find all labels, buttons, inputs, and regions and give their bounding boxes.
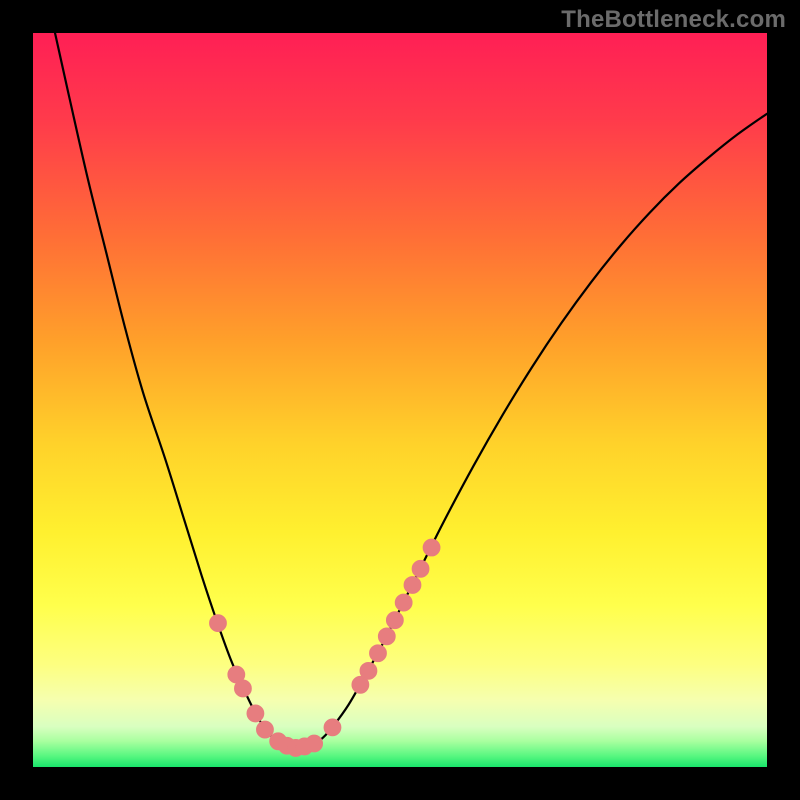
data-marker — [324, 719, 341, 736]
bottleneck-chart — [0, 0, 800, 800]
data-marker — [370, 645, 387, 662]
data-marker — [235, 680, 252, 697]
watermark-label: TheBottleneck.com — [561, 6, 786, 34]
data-marker — [378, 628, 395, 645]
data-marker — [306, 735, 323, 752]
data-marker — [423, 539, 440, 556]
data-marker — [210, 615, 227, 632]
data-marker — [404, 577, 421, 594]
data-marker — [247, 705, 264, 722]
data-marker — [412, 560, 429, 577]
data-marker — [360, 662, 377, 679]
plot-background — [33, 33, 767, 767]
data-marker — [257, 721, 274, 738]
data-marker — [386, 612, 403, 629]
chart-frame: TheBottleneck.com — [0, 0, 800, 800]
data-marker — [395, 594, 412, 611]
